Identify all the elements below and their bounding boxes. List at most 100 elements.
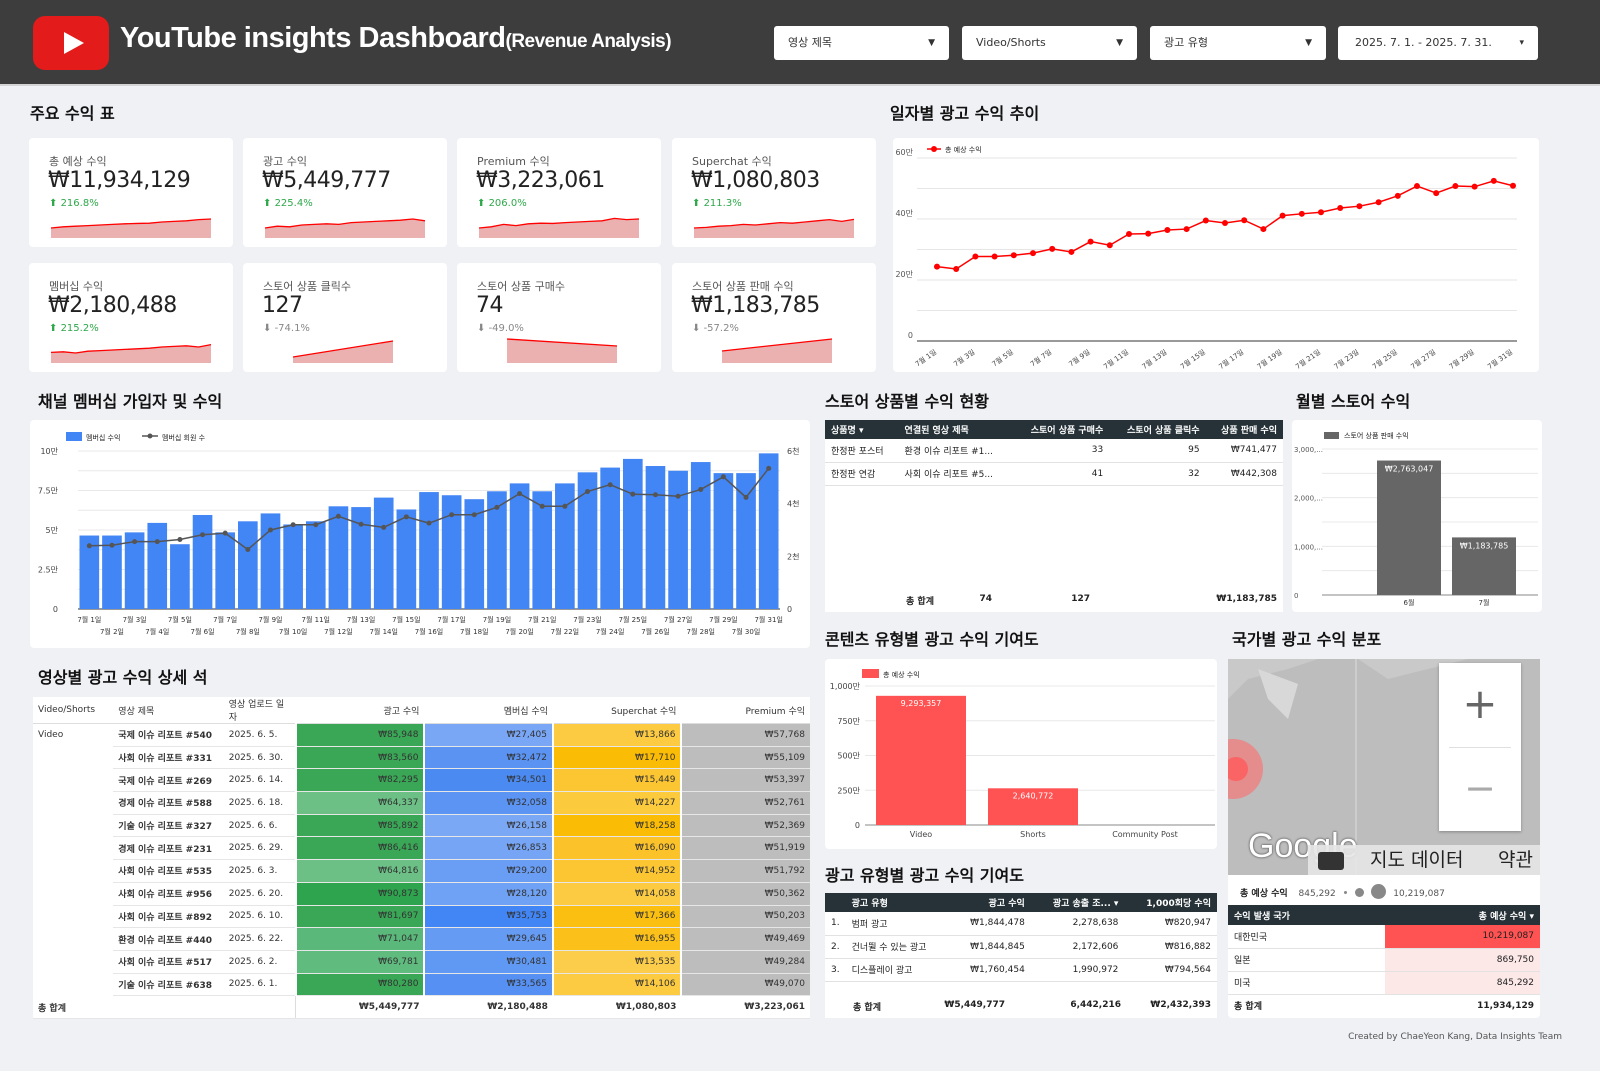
table-cell: ₩85,892 [294,814,425,838]
member-count-point [200,532,206,538]
sparkline-area [479,218,639,238]
member-count-point [517,491,523,497]
column-header[interactable]: 스토어 상품 구매수 [1012,420,1110,439]
daily-chart-title: 일자별 광고 수익 추이 [890,104,1040,123]
table-row[interactable]: 일본 869,750 [1228,948,1540,972]
column-header[interactable]: 멤버십 수익 [424,697,553,724]
x-tick-label: 7월 28일 [687,627,715,636]
data-point [1222,219,1228,226]
membership-bar [736,473,756,609]
table-cell: ₩16,090 [551,836,682,861]
table-row[interactable]: 경제 이슈 리포트 #588 2025. 6. 18. ₩64,337 ₩32,058… [33,791,810,815]
video-shorts-filter[interactable]: Video/Shorts ▼ [962,26,1137,60]
table-cell: ₩14,058 [551,882,682,906]
store-bar [1452,537,1516,595]
column-header[interactable]: 1,000회당 수익 [1124,893,1217,912]
column-header[interactable]: Superchat 수익 [552,697,682,724]
table-row[interactable]: 사회 이슈 리포트 #892 2025. 6. 10. ₩81,697 ₩35,753… [33,905,810,929]
group-cell [33,950,113,973]
table-row[interactable]: 환경 이슈 리포트 #440 2025. 6. 22. ₩71,047 ₩29,645… [33,927,810,951]
arrow-up-icon: ⬆ [49,323,61,334]
kpi-card: Premium 수익 ₩3,223,061 ⬆ 206.0% [457,138,661,247]
column-header[interactable]: 스토어 상품 클릭수 [1109,420,1206,439]
membership-bar [396,509,417,609]
zoom-in-button[interactable]: + [1462,679,1498,728]
country-table-card: 총 예상 수익 845,292 10,219,087 수익 발생 국가 총 예상 … [1228,875,1540,1018]
table-row[interactable]: 미국 845,292 [1228,971,1540,995]
column-header[interactable]: Video/Shorts [33,697,114,724]
member-count-point [720,474,726,480]
table-row[interactable]: 한정판 연감 사회 이슈 리포트 #5... 41 32 ₩442,308 [825,462,1283,486]
terms-link[interactable]: 약관 [1498,849,1533,871]
member-count-point [539,503,545,509]
date-range-picker[interactable]: 2025. 7. 1. - 2025. 7. 31. ▾ [1338,26,1538,60]
membership-chart-title: 채널 멤버십 가입자 및 수익 [38,392,223,411]
x-tick-label: Video [910,830,933,839]
x-tick-label: 7월 13일 [347,615,375,624]
x-tick-label: 7월 6일 [191,627,215,636]
x-tick-label: 7월 3일 [952,347,977,368]
sparkline-line [693,218,855,229]
zoom-out-button[interactable]: − [1464,766,1496,810]
table-row[interactable]: 3. 디스플레이 광고 ₩1,760,454 1,990,972 ₩794,564 [825,958,1217,982]
membership-bar [555,483,575,609]
member-count-point [449,512,455,518]
table-row[interactable]: 사회 이슈 리포트 #956 2025. 6. 20. ₩90,873 ₩28,120… [33,882,810,906]
column-header[interactable]: 영상 업로드 일자 [223,697,296,724]
sparkline-line [292,340,394,358]
country-name: 미국 [1228,971,1385,995]
kpi-section-title: 주요 수익 표 [30,104,115,123]
table-cell: ₩1,844,845 [950,935,1031,959]
column-header[interactable]: 광고 수익 [950,893,1031,912]
video-title-filter[interactable]: 영상 제목 ▼ [774,26,949,60]
table-row[interactable]: 사회 이슈 리포트 #535 2025. 6. 3. ₩64,816 ₩29,200 ₩… [33,859,810,883]
column-header[interactable]: 상품 판매 수익 [1205,420,1283,439]
country-map[interactable]: + − Google 지도 데이터 약관 [1228,659,1540,875]
column-header[interactable]: 광고 유형 [845,893,951,912]
sparkline-line [478,217,640,229]
table-cell: 2025. 6. 18. [223,791,296,815]
daily-revenue-chart: 0 20만 40만 60만 7월 1일 7월 3일 7월 5일 7월 7일 7월 9일 7월 11… [893,138,1539,372]
column-header[interactable]: 영상 제목 [113,697,224,724]
x-tick-label: 7월 31일 [1486,347,1514,371]
table-row[interactable]: 기술 이슈 리포트 #327 2025. 6. 6. ₩85,892 ₩26,158 ₩… [33,814,810,838]
video-title-cell: 사회 이슈 리포트 #517 [113,950,224,974]
column-header[interactable]: 총 예상 수익 ▾ [1385,905,1540,925]
data-point [1375,199,1382,206]
member-count-point [652,492,658,498]
kpi-change: ⬆ 225.4% [263,198,313,209]
table-cell: ₩14,106 [551,973,682,997]
column-header[interactable]: 광고 수익 [295,697,425,724]
table-cell: ₩57,768 [680,723,810,747]
membership-bar [102,535,122,609]
table-row[interactable]: 사회 이슈 리포트 #331 2025. 6. 30. ₩83,560 ₩32,472… [33,746,810,770]
x-tick-label: 7월 7일 [213,615,237,624]
kpi-change: ⬆ 216.8% [49,198,99,209]
column-header[interactable]: Premium 수익 [681,697,810,724]
ad-type-filter[interactable]: 광고 유형 ▼ [1150,26,1326,60]
table-total-row: 총 합계 11,934,129 [1228,994,1540,1017]
column-header[interactable]: 광고 송출 조... ▾ [1030,893,1125,912]
table-row[interactable]: 한정판 포스터 환경 이슈 리포트 #1... 33 95 ₩741,477 [825,439,1283,463]
column-header[interactable]: 연결된 영상 제목 [898,420,1013,439]
keyboard-icon[interactable] [1318,852,1344,870]
country-revenue: 10,219,087 [1385,925,1540,949]
x-tick-label: 7월 29일 [1447,347,1475,371]
table-row[interactable]: 대한민국 10,219,087 [1228,925,1540,949]
member-count-point [403,514,409,520]
data-point [1318,209,1324,216]
table-row[interactable]: 1. 범퍼 광고 ₩1,844,478 2,278,638 ₩820,947 [825,912,1217,936]
column-header[interactable]: 수익 발생 국가 [1228,905,1385,925]
x-tick-label: 6월 [1404,598,1415,607]
table-row[interactable]: 사회 이슈 리포트 #517 2025. 6. 2. ₩69,781 ₩30,481 ₩… [33,950,810,974]
kpi-card: 총 예상 수익 ₩11,934,129 ⬆ 216.8% [29,138,233,247]
kpi-label: 스토어 상품 클릭수 [263,280,351,293]
table-row[interactable]: 기술 이슈 리포트 #638 2025. 6. 1. ₩80,280 ₩33,565 ₩… [33,973,810,997]
table-row[interactable]: 국제 이슈 리포트 #269 2025. 6. 14. ₩82,295 ₩34,501… [33,768,810,793]
table-row[interactable]: Video 국제 이슈 리포트 #540 2025. 6. 5. ₩85,948 ₩27… [33,723,810,747]
column-header[interactable]: 상품명 ▾ [825,420,899,439]
kpi-label: Superchat 수익 [692,155,772,168]
map-data-link[interactable]: 지도 데이터 [1370,849,1464,871]
table-row[interactable]: 2. 건너뛸 수 있는 광고 ₩1,844,845 2,172,606 ₩816,882 [825,935,1217,959]
table-row[interactable]: 경제 이슈 리포트 #231 2025. 6. 29. ₩86,416 ₩26,853… [33,836,810,861]
